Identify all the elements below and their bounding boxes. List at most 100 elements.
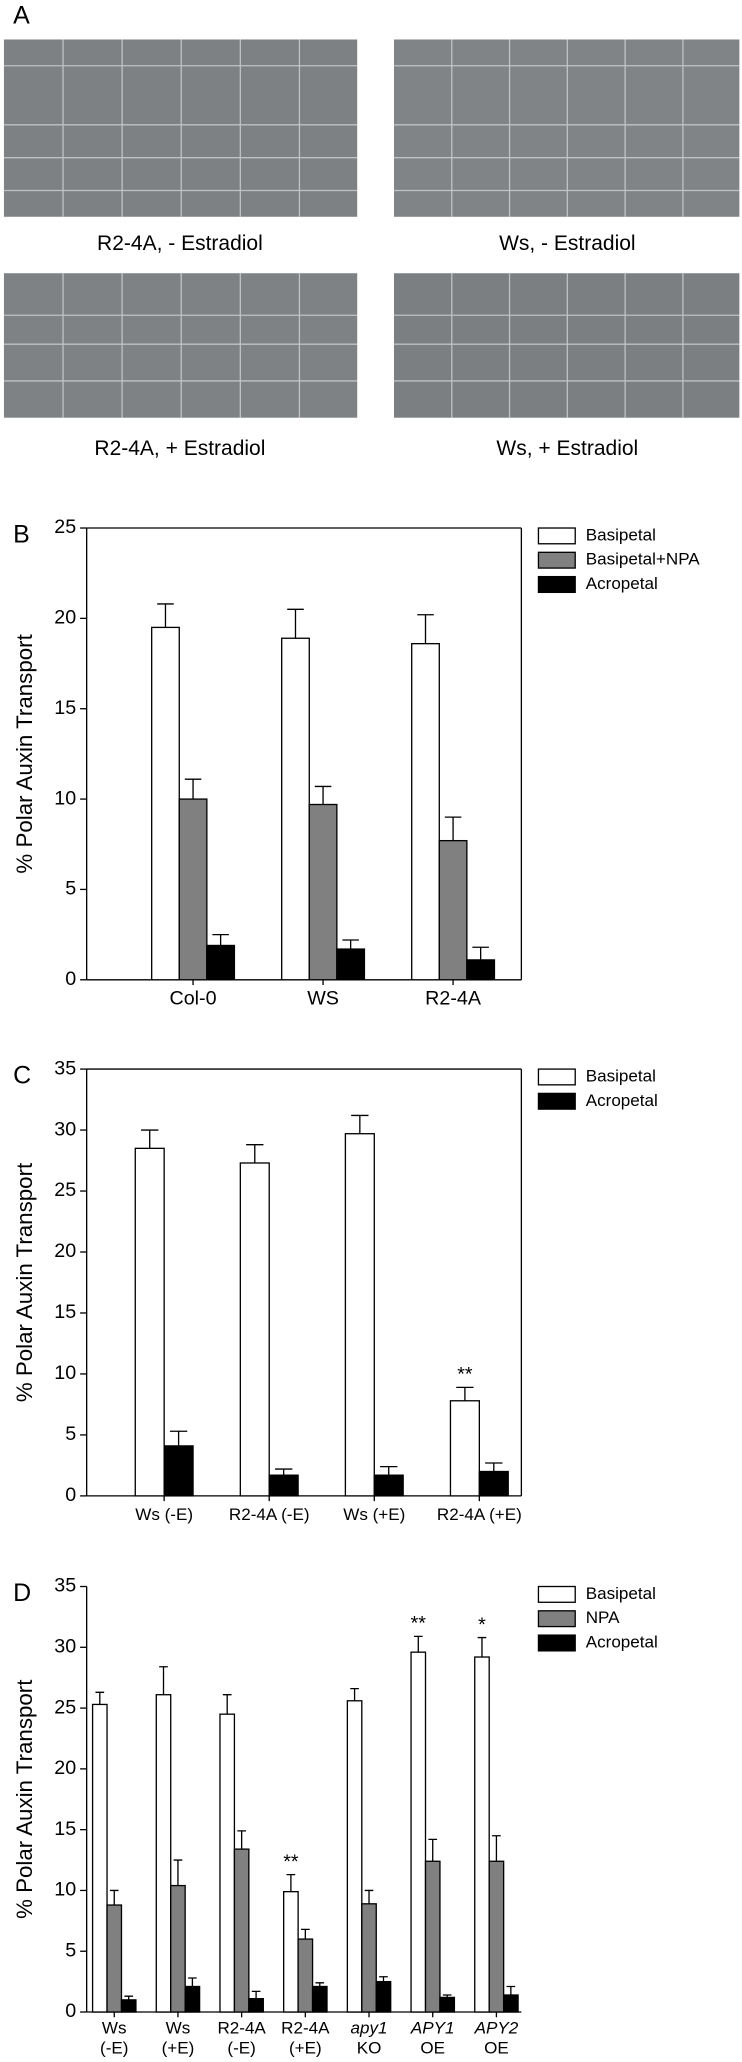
legend-label: Basipetal+NPA (586, 550, 701, 569)
error-bar (413, 1635, 423, 1653)
error-bar (212, 933, 229, 946)
x-tick-label: (+E) (162, 2038, 195, 2057)
annotation: ** (457, 1364, 473, 1386)
error-bar (109, 1889, 119, 1906)
y-axis-label: % Polar Auxin Transport (12, 1679, 37, 1919)
legend-label: Acropetal (586, 574, 658, 593)
error-bar (237, 1830, 246, 1850)
legend-swatch (537, 1068, 576, 1086)
bar (91, 1703, 108, 2013)
error-bar (379, 1976, 388, 1982)
bar (311, 1985, 328, 2013)
y-tick-label: 0 (65, 1484, 76, 1506)
x-tick-label: Ws (-E) (135, 1505, 193, 1524)
bar (268, 1474, 299, 1497)
x-tick-label: APY2 (474, 2019, 519, 2038)
error-bar (472, 946, 489, 960)
error-bar (173, 1859, 183, 1886)
error-bar (444, 816, 462, 841)
bar (134, 1147, 165, 1497)
error-bar (141, 1129, 159, 1149)
y-tick-label: 10 (54, 787, 76, 809)
x-tick-label: (-E) (227, 2038, 255, 2057)
y-axis-label: % Polar Auxin Transport (12, 633, 37, 873)
bar (206, 944, 236, 981)
photo-caption: Ws, + Estradiol (496, 437, 638, 460)
y-tick-label: 20 (54, 1757, 76, 1779)
error-bar (492, 1835, 501, 1862)
y-tick-label: 0 (65, 2000, 76, 2022)
bar (308, 803, 338, 981)
x-tick-label: R2-4A (281, 2019, 330, 2038)
bar (424, 1860, 441, 2013)
bar (120, 1999, 137, 2013)
error-bar (95, 1691, 105, 1705)
bar (178, 798, 208, 981)
error-bar (286, 1873, 296, 1892)
y-tick-label: 10 (54, 1879, 76, 1901)
x-tick-label: apy1 (351, 2019, 388, 2038)
x-tick-label: Ws (+E) (343, 1505, 405, 1524)
photo-caption: R2-4A, + Estradiol (94, 437, 265, 460)
y-tick-label: 5 (65, 878, 76, 900)
bar (346, 1700, 363, 2013)
y-axis-label: % Polar Auxin Transport (12, 1162, 37, 1402)
error-bar (428, 1838, 438, 1862)
error-bar (301, 1928, 310, 1940)
y-tick-label: 15 (54, 1301, 76, 1323)
bar (502, 1994, 519, 2013)
x-tick-label: R2-4A (217, 2019, 266, 2038)
error-bar (350, 1687, 359, 1701)
y-tick-label: 15 (54, 697, 76, 719)
x-tick-label: Col-0 (170, 988, 217, 1010)
bar (106, 1904, 123, 2013)
y-tick-label: 25 (54, 516, 76, 538)
bar (361, 1903, 377, 2013)
y-tick-label: 10 (54, 1362, 76, 1384)
error-bar (157, 603, 174, 628)
error-bar (246, 1144, 264, 1163)
x-tick-label: OE (484, 2038, 509, 2057)
panel-label: A (13, 2, 30, 30)
bar (151, 626, 180, 981)
legend-label: Acropetal (586, 1091, 658, 1110)
legend-swatch (537, 1634, 576, 1652)
error-bar (314, 785, 332, 805)
error-bar (188, 1977, 197, 1987)
bar (410, 1651, 427, 2013)
bar (248, 1997, 264, 2013)
legend-label: Basipetal (586, 1066, 656, 1085)
bar (233, 1848, 250, 2013)
x-tick-label: R2-4A (-E) (229, 1505, 310, 1524)
error-bar (380, 1465, 398, 1476)
legend-label: Basipetal (586, 525, 656, 544)
error-bar (184, 778, 202, 800)
annotation: * (478, 1614, 486, 1636)
bar (474, 1656, 490, 2013)
error-bar (342, 939, 359, 950)
x-tick-label: R2-4A (+E) (437, 1505, 522, 1524)
y-tick-label: 25 (54, 1179, 76, 1201)
x-tick-label: Ws (166, 2019, 191, 2038)
bar (478, 1470, 509, 1497)
y-tick-label: 35 (54, 1575, 76, 1597)
y-tick-label: 5 (65, 1423, 76, 1445)
bar (488, 1860, 505, 2013)
legend-swatch (537, 551, 576, 569)
y-tick-label: 15 (54, 1818, 76, 1840)
error-bar (477, 1636, 487, 1658)
error-bar (159, 1666, 168, 1695)
panel-label: C (13, 1062, 31, 1090)
x-tick-label: (-E) (100, 2038, 128, 2057)
bar (373, 1474, 404, 1497)
legend-swatch (537, 575, 576, 594)
y-tick-label: 0 (65, 968, 76, 990)
legend-swatch (537, 1610, 576, 1628)
panel-label: D (13, 1579, 31, 1607)
error-bar (351, 1114, 369, 1134)
annotation: ** (283, 1851, 299, 1873)
y-tick-label: 30 (54, 1118, 76, 1140)
legend-label: Acropetal (586, 1633, 658, 1652)
x-tick-label: WS (307, 988, 339, 1010)
